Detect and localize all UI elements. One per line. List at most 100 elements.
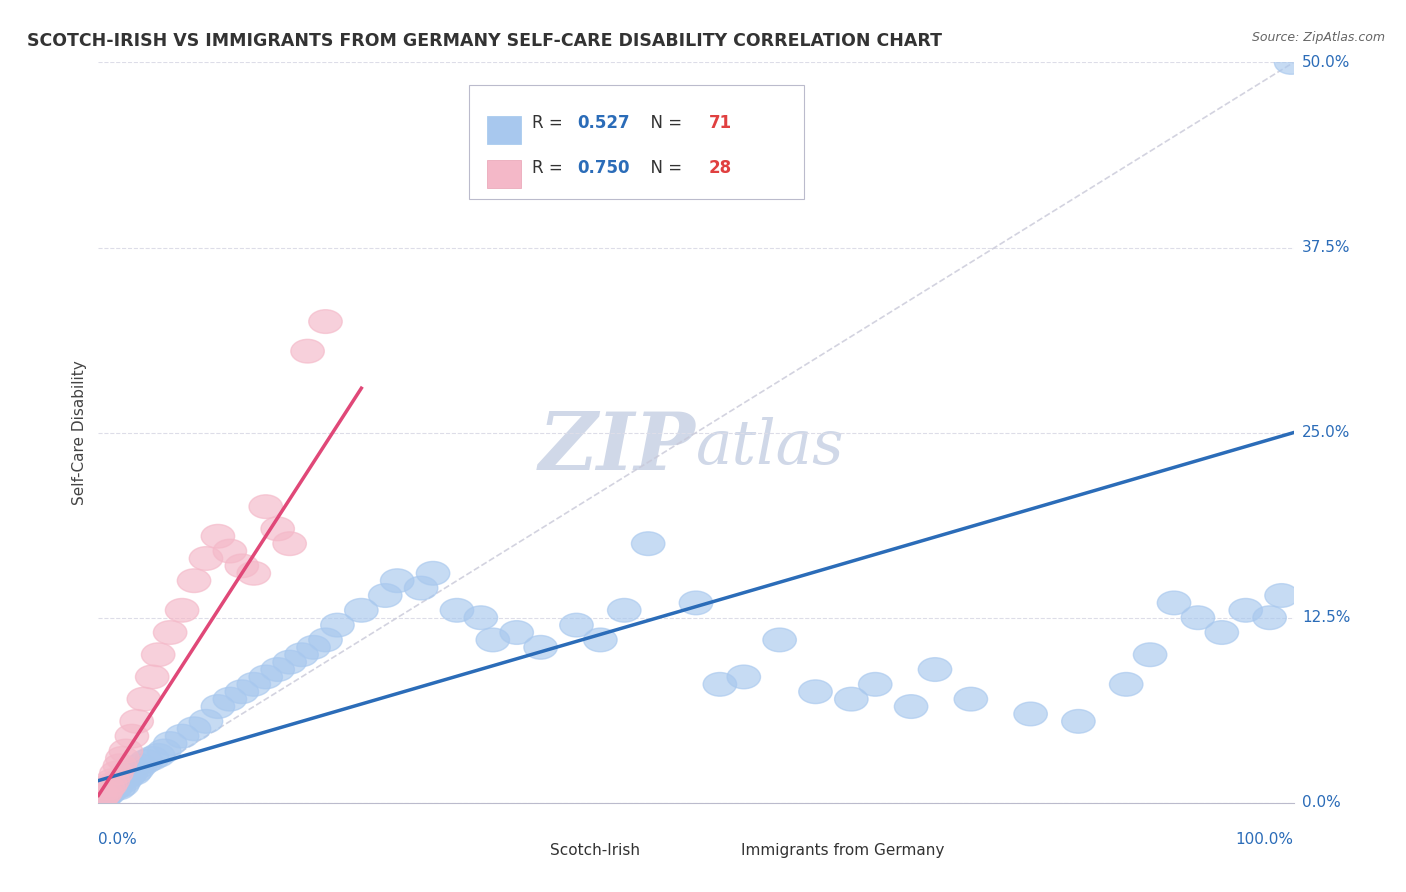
Ellipse shape (249, 495, 283, 518)
Text: 100.0%: 100.0% (1236, 832, 1294, 847)
Ellipse shape (190, 547, 222, 570)
Ellipse shape (1274, 51, 1308, 74)
Text: N =: N = (640, 159, 688, 177)
Text: 12.5%: 12.5% (1302, 610, 1350, 625)
Ellipse shape (285, 643, 318, 666)
Ellipse shape (86, 788, 118, 812)
Ellipse shape (153, 621, 187, 644)
Text: Immigrants from Germany: Immigrants from Germany (741, 844, 945, 858)
Ellipse shape (1229, 599, 1263, 622)
Text: atlas: atlas (696, 417, 845, 477)
Ellipse shape (166, 724, 198, 748)
FancyBboxPatch shape (700, 837, 734, 866)
Ellipse shape (262, 657, 294, 681)
Y-axis label: Self-Care Disability: Self-Care Disability (72, 360, 87, 505)
Ellipse shape (214, 688, 246, 711)
Ellipse shape (703, 673, 737, 696)
Ellipse shape (309, 628, 342, 652)
Ellipse shape (114, 762, 148, 785)
Ellipse shape (87, 783, 120, 807)
Ellipse shape (501, 621, 533, 644)
Text: 50.0%: 50.0% (1302, 55, 1350, 70)
Ellipse shape (124, 754, 157, 778)
Text: SCOTCH-IRISH VS IMMIGRANTS FROM GERMANY SELF-CARE DISABILITY CORRELATION CHART: SCOTCH-IRISH VS IMMIGRANTS FROM GERMANY … (27, 32, 942, 50)
Ellipse shape (96, 769, 129, 792)
Ellipse shape (142, 744, 174, 767)
Text: ZIP: ZIP (538, 409, 696, 486)
Ellipse shape (955, 688, 987, 711)
Ellipse shape (177, 569, 211, 592)
Ellipse shape (321, 614, 354, 637)
FancyBboxPatch shape (486, 116, 522, 144)
Ellipse shape (344, 599, 378, 622)
Ellipse shape (94, 779, 127, 803)
Ellipse shape (763, 628, 796, 652)
Ellipse shape (94, 773, 127, 797)
Ellipse shape (273, 650, 307, 674)
Ellipse shape (524, 635, 557, 659)
Ellipse shape (142, 643, 174, 666)
Ellipse shape (1265, 583, 1298, 607)
Ellipse shape (120, 758, 153, 782)
Ellipse shape (84, 787, 118, 810)
Ellipse shape (273, 532, 307, 556)
Ellipse shape (291, 339, 325, 363)
FancyBboxPatch shape (509, 837, 543, 866)
Text: 37.5%: 37.5% (1302, 240, 1350, 255)
Ellipse shape (1014, 702, 1047, 726)
Ellipse shape (98, 776, 132, 800)
Ellipse shape (201, 524, 235, 548)
Ellipse shape (166, 599, 198, 622)
Ellipse shape (135, 665, 169, 689)
Ellipse shape (368, 583, 402, 607)
Ellipse shape (103, 754, 136, 778)
Ellipse shape (297, 635, 330, 659)
Ellipse shape (148, 739, 181, 763)
Ellipse shape (103, 769, 136, 792)
Ellipse shape (631, 532, 665, 556)
Ellipse shape (1205, 621, 1239, 644)
Ellipse shape (214, 540, 246, 563)
Ellipse shape (859, 673, 891, 696)
Ellipse shape (87, 785, 121, 809)
Ellipse shape (100, 773, 134, 797)
Text: 71: 71 (709, 114, 733, 132)
Ellipse shape (309, 310, 342, 334)
Text: 28: 28 (709, 159, 733, 177)
Ellipse shape (1157, 591, 1191, 615)
Text: Source: ZipAtlas.com: Source: ZipAtlas.com (1251, 31, 1385, 45)
Text: 0.527: 0.527 (578, 114, 630, 132)
Text: 0.750: 0.750 (578, 159, 630, 177)
Ellipse shape (105, 773, 139, 797)
Ellipse shape (918, 657, 952, 681)
Ellipse shape (129, 749, 163, 773)
Ellipse shape (607, 599, 641, 622)
Ellipse shape (894, 695, 928, 718)
Ellipse shape (381, 569, 413, 592)
Ellipse shape (225, 680, 259, 704)
Ellipse shape (108, 769, 142, 792)
Ellipse shape (103, 776, 135, 800)
Ellipse shape (153, 731, 187, 756)
FancyBboxPatch shape (486, 161, 522, 188)
Ellipse shape (89, 780, 122, 805)
Text: R =: R = (533, 159, 568, 177)
Text: R =: R = (533, 114, 568, 132)
Ellipse shape (120, 709, 153, 733)
Ellipse shape (111, 764, 145, 788)
Ellipse shape (464, 606, 498, 630)
Ellipse shape (799, 680, 832, 704)
FancyBboxPatch shape (470, 85, 804, 200)
Text: 0.0%: 0.0% (1302, 796, 1340, 810)
Ellipse shape (135, 747, 169, 770)
Ellipse shape (91, 782, 125, 805)
Text: N =: N = (640, 114, 688, 132)
Ellipse shape (262, 517, 294, 541)
Text: 0.0%: 0.0% (98, 832, 138, 847)
Ellipse shape (100, 762, 134, 785)
Ellipse shape (727, 665, 761, 689)
Ellipse shape (583, 628, 617, 652)
Ellipse shape (118, 762, 150, 785)
Ellipse shape (110, 739, 142, 763)
Ellipse shape (1133, 643, 1167, 666)
